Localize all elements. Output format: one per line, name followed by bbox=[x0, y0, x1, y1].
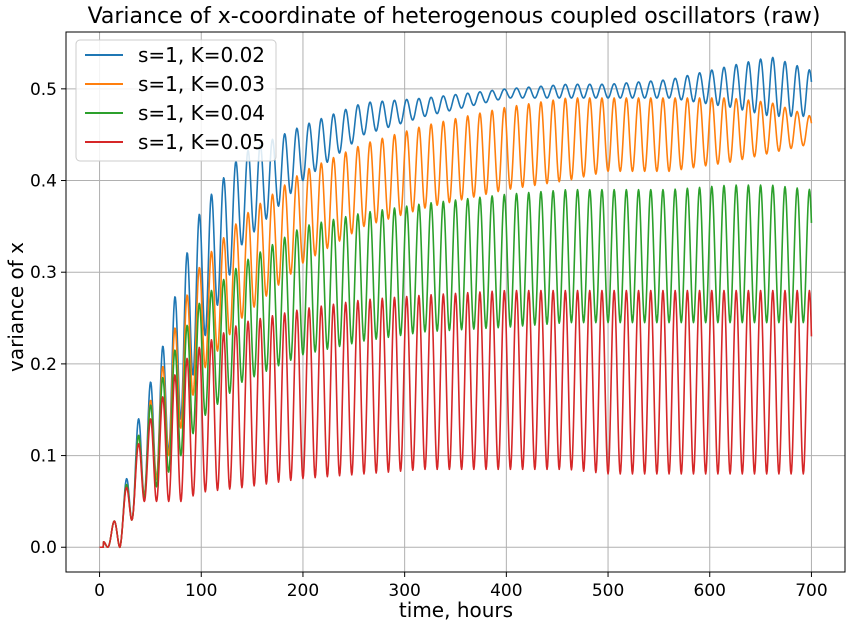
y-axis-ticks: 0.0 0.1 0.2 0.3 0.4 0.5 bbox=[30, 80, 66, 558]
x-tick-label: 0 bbox=[94, 581, 105, 601]
series-line-1 bbox=[99, 56, 813, 549]
x-tick-label: 600 bbox=[694, 581, 726, 601]
series-line-2 bbox=[99, 97, 813, 549]
x-tick-label: 400 bbox=[490, 581, 522, 601]
series-line-4 bbox=[99, 289, 813, 549]
x-axis-label: time, hours bbox=[399, 598, 513, 622]
x-tick-label: 500 bbox=[592, 581, 624, 601]
x-tick-label: 300 bbox=[388, 581, 420, 601]
legend: s=1, K=0.02 s=1, K=0.03 s=1, K=0.04 s=1, K=… bbox=[75, 39, 277, 162]
chart-title: Variance of x-coordinate of heterogenous… bbox=[88, 4, 821, 29]
x-tick-label: 200 bbox=[287, 581, 319, 601]
legend-label: s=1, K=0.03 bbox=[138, 72, 265, 96]
legend-label: s=1, K=0.04 bbox=[138, 101, 265, 125]
y-tick-label: 0.2 bbox=[30, 355, 57, 375]
y-axis-label: variance of x bbox=[4, 242, 28, 372]
x-tick-label: 100 bbox=[185, 581, 217, 601]
y-tick-label: 0.4 bbox=[30, 172, 57, 192]
y-tick-label: 0.1 bbox=[30, 447, 57, 467]
x-axis-ticks: 0 100 200 300 400 500 600 700 bbox=[94, 572, 828, 601]
y-tick-label: 0.0 bbox=[30, 538, 57, 558]
y-tick-label: 0.5 bbox=[30, 80, 57, 100]
legend-label: s=1, K=0.02 bbox=[138, 43, 265, 67]
legend-box bbox=[75, 39, 277, 162]
plot-frame bbox=[65, 31, 846, 573]
series-group bbox=[99, 56, 813, 549]
y-tick-label: 0.3 bbox=[30, 263, 57, 283]
x-tick-label: 700 bbox=[795, 581, 827, 601]
legend-label: s=1, K=0.05 bbox=[138, 130, 265, 154]
series-line-3 bbox=[99, 184, 813, 549]
